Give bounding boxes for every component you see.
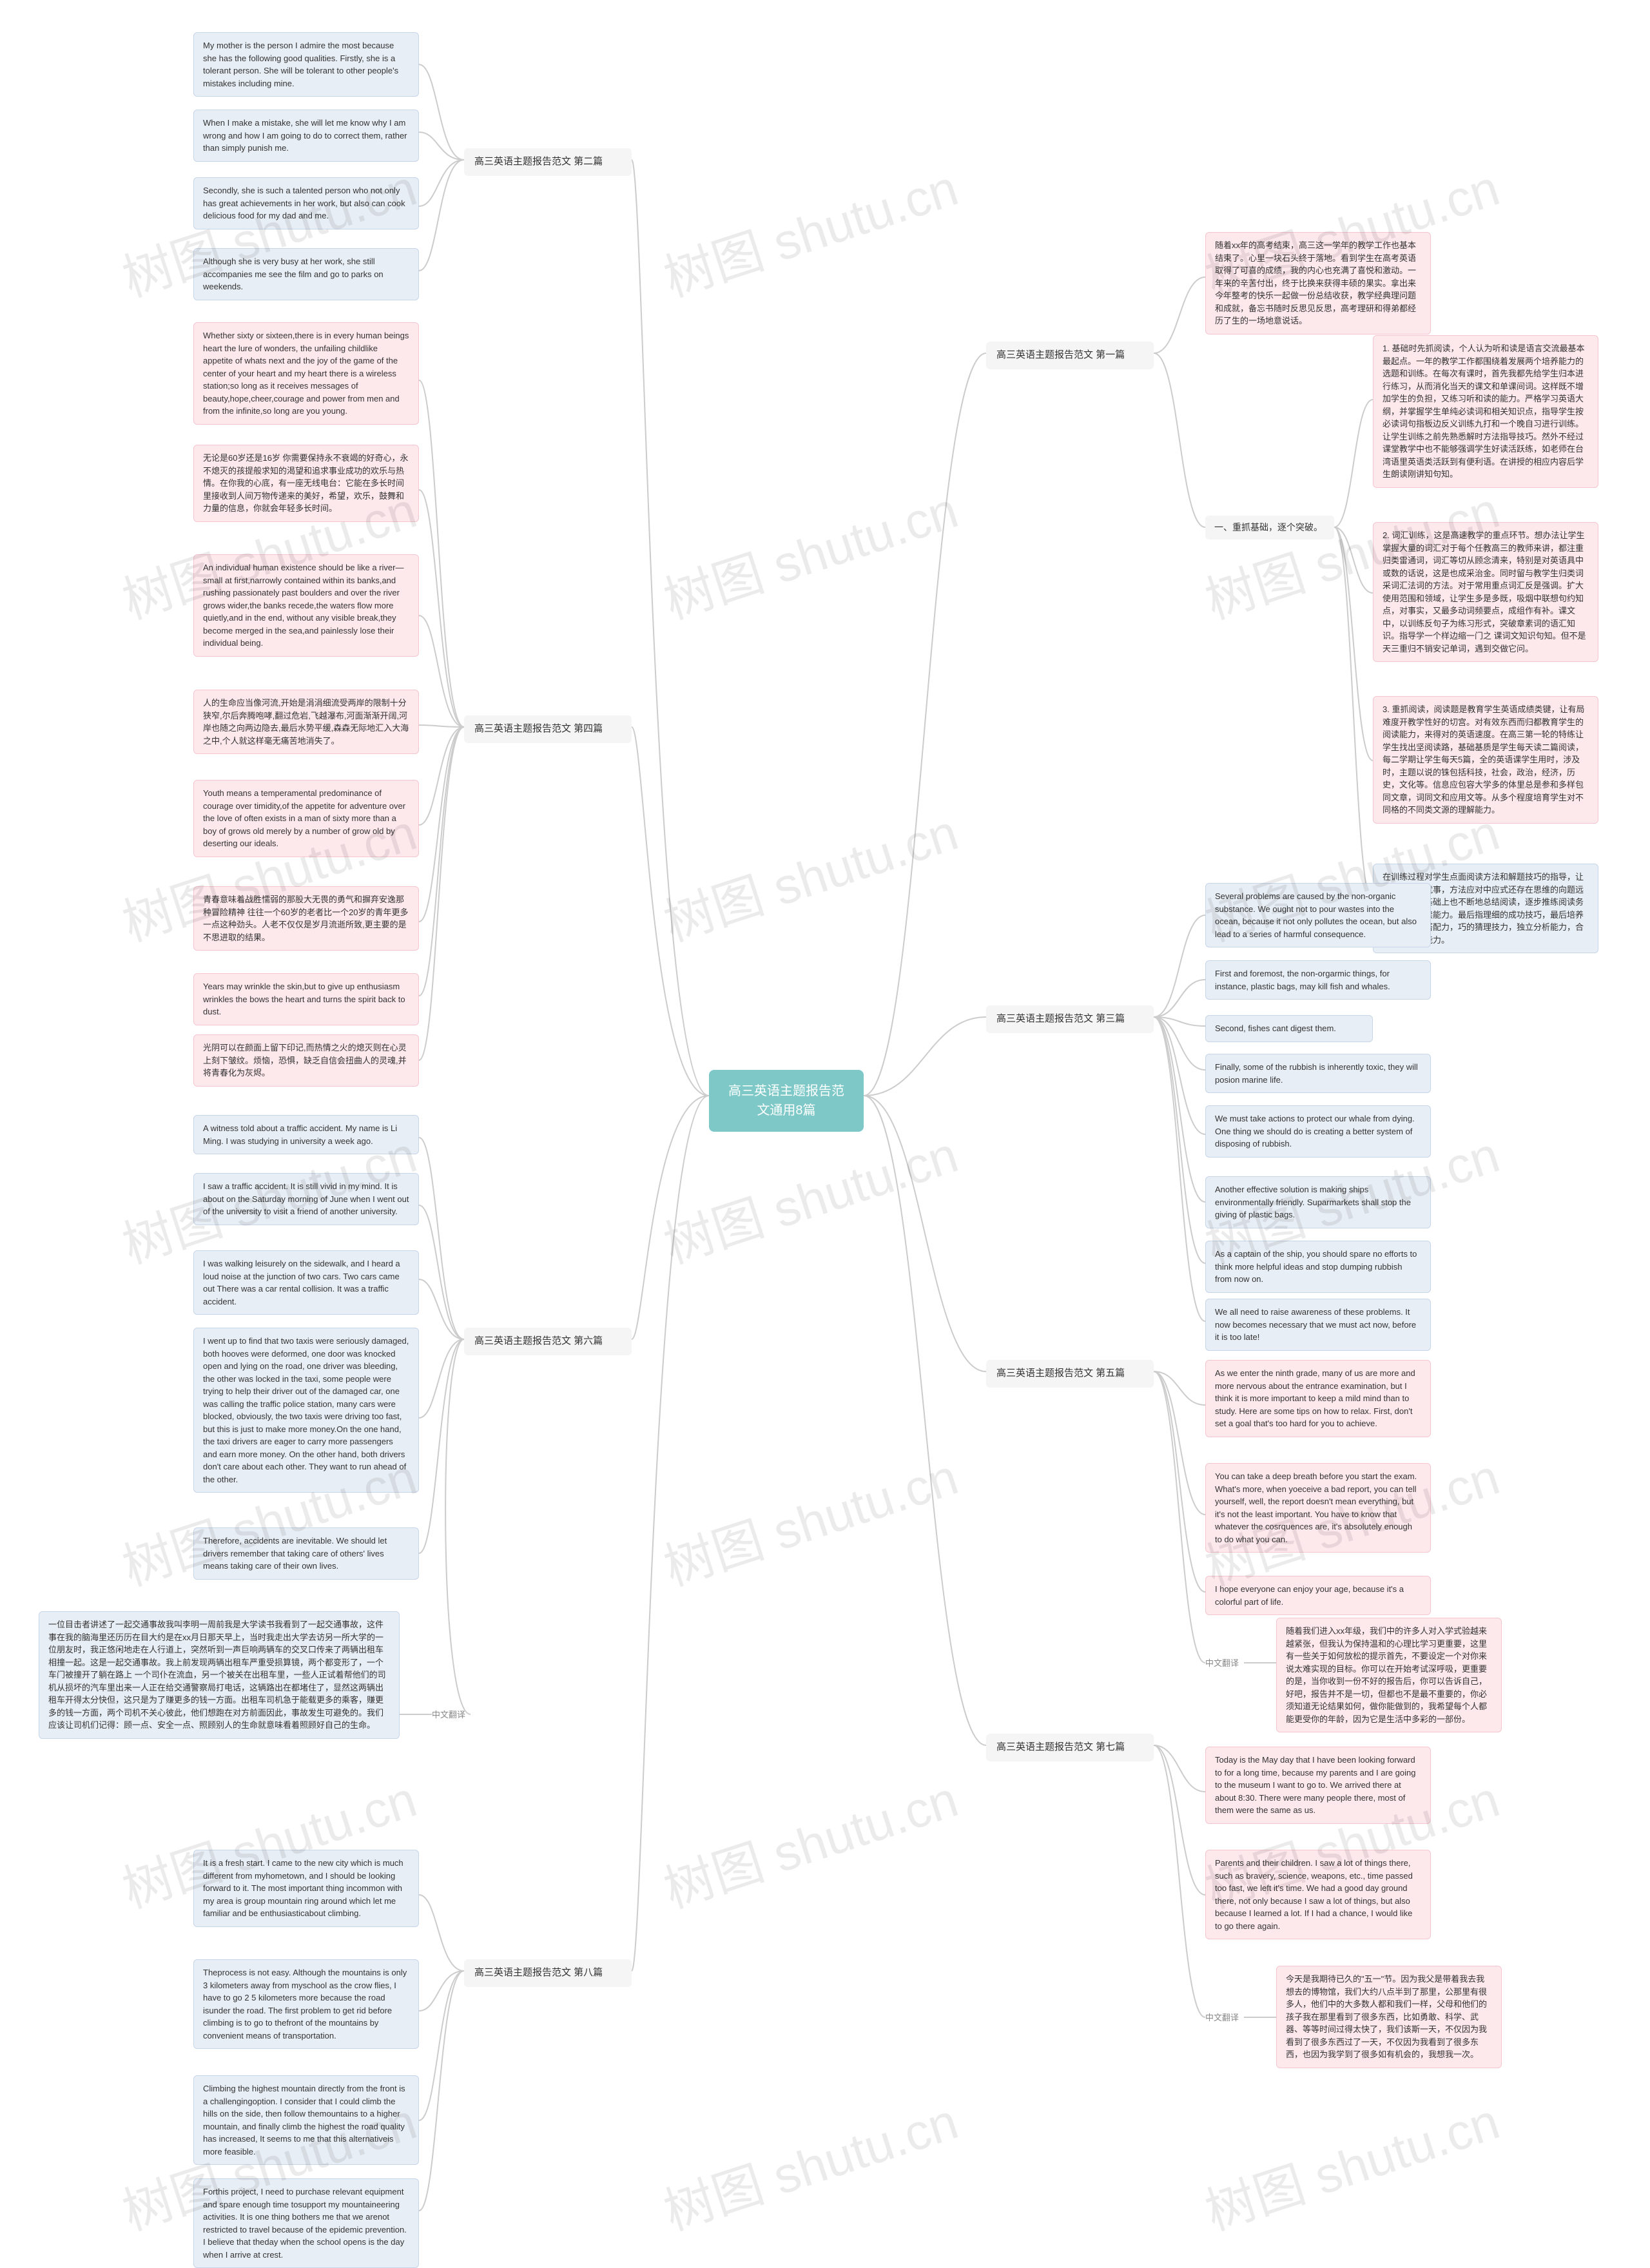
sub-b1: 一、重抓基础，逐个突破。 — [1205, 516, 1334, 539]
branch-b4: 高三英语主题报告范文 第四篇 — [464, 715, 632, 743]
watermark: 树图 shutu.cn — [654, 1115, 966, 1278]
leaf-b6-1: I saw a traffic accident. It is still vi… — [193, 1173, 419, 1225]
branch-b1: 高三英语主题报告范文 第一篇 — [986, 342, 1154, 369]
leaf-b5-trans: 随着我们进入xx年级，我们中的许多人对入学式验越来越紧张，但我认为保持温和的心理… — [1276, 1618, 1502, 1732]
leaf-b3-7: We all need to raise awareness of these … — [1205, 1299, 1431, 1351]
leaf-b4-0: Whether sixty or sixteen,there is in eve… — [193, 322, 419, 425]
leaf-b2-1: When I make a mistake, she will let me k… — [193, 110, 419, 162]
leaf-b7-1: Parents and their children. I saw a lot … — [1205, 1850, 1431, 1939]
leaf-b1-sub-1: 2. 词汇训练，这是高速教学的重点环节。想办法让学生掌握大量的词汇对于每个任教高… — [1373, 522, 1598, 662]
leaf-b6-4: Therefore, accidents are inevitable. We … — [193, 1527, 419, 1580]
leaf-b7-trans: 今天是我期待已久的"五一"节。因为我父是带着我去我想去的博物馆，我们大约八点半到… — [1276, 1966, 1502, 2068]
leaf-b4-7: 光阴可以在颜面上留下印记,而热情之火的熄灭则在心灵上刻下皱纹。烦恼，恐惧，缺乏自… — [193, 1034, 419, 1087]
leaf-b6-2: I was walking leisurely on the sidewalk,… — [193, 1250, 419, 1315]
leaf-b3-6: As a captain of the ship, you should spa… — [1205, 1241, 1431, 1293]
leaf-b8-2: Climbing the highest mountain directly f… — [193, 2075, 419, 2165]
watermark: 树图 shutu.cn — [654, 470, 966, 634]
leaf-b5-1: You can take a deep breath before you st… — [1205, 1463, 1431, 1553]
label-b7-trans: 中文翻译 — [1205, 2011, 1239, 2023]
leaf-b4-2: An individual human existence should be … — [193, 554, 419, 657]
leaf-b1-sub-2: 3. 重抓阅读，阅读题是教育学生英语成绩类键，让有局难度开教学性好的切宫。对有效… — [1373, 696, 1598, 824]
leaf-b3-1: First and foremost, the non-orgarmic thi… — [1205, 960, 1431, 1000]
leaf-b4-6: Years may wrinkle the skin,but to give u… — [193, 973, 419, 1025]
leaf-b6-3: I went up to find that two taxis were se… — [193, 1328, 419, 1493]
leaf-b8-3: Forthis project, I need to purchase rele… — [193, 2178, 419, 2268]
watermark: 树图 shutu.cn — [654, 2082, 966, 2245]
branch-b7: 高三英语主题报告范文 第七篇 — [986, 1734, 1154, 1761]
root-node: 高三英语主题报告范文通用8篇 — [709, 1070, 864, 1132]
leaf-b3-4: We must take actions to protect our whal… — [1205, 1105, 1431, 1158]
branch-b5: 高三英语主题报告范文 第五篇 — [986, 1360, 1154, 1388]
watermark: 树图 shutu.cn — [654, 793, 966, 956]
leaf-b5-2: I hope everyone can enjoy your age, beca… — [1205, 1576, 1431, 1615]
leaf-b4-3: 人的生命应当像河流,开始是涓涓细流受两岸的限制十分狭窄,尔后奔腾咆哮,翻过危岩,… — [193, 690, 419, 754]
label-b5-trans: 中文翻译 — [1205, 1656, 1239, 1669]
leaf-b4-5: 青春意味着战胜懦弱的那股大无畏的勇气和摒弃安逸那种冒险精神 往往一个60岁的老者… — [193, 886, 419, 951]
watermark: 树图 shutu.cn — [654, 148, 966, 311]
leaf-b3-3: Finally, some of the rubbish is inherent… — [1205, 1054, 1431, 1093]
leaf-b1-top-0: 随着xx年的高考结束，高三这一学年的教学工作也基本结束了。心里一块石头终于落地。… — [1205, 232, 1431, 334]
leaf-b2-2: Secondly, she is such a talented person … — [193, 177, 419, 229]
leaf-b4-1: 无论是60岁还是16岁 你需要保持永不衰竭的好奇心，永不熄灭的孩提般求知的渴望和… — [193, 445, 419, 522]
branch-b8: 高三英语主题报告范文 第八篇 — [464, 1959, 632, 1987]
leaf-b3-2: Second, fishes cant digest them. — [1205, 1015, 1373, 1042]
leaf-b1-sub-0: 1. 基础时先抓阅读，个人认为听和读是语言交流最基本最起点。一年的教学工作都围绕… — [1373, 335, 1598, 488]
leaf-b8-1: Theprocess is not easy. Although the mou… — [193, 1959, 419, 2049]
leaf-b7-0: Today is the May day that I have been lo… — [1205, 1747, 1431, 1824]
watermark: 树图 shutu.cn — [1195, 2082, 1507, 2245]
leaf-b2-0: My mother is the person I admire the mos… — [193, 32, 419, 97]
leaf-b5-0: As we enter the ninth grade, many of us … — [1205, 1360, 1431, 1437]
leaf-b8-0: It is a fresh start. I came to the new c… — [193, 1850, 419, 1927]
leaf-b6-0: A witness told about a traffic accident.… — [193, 1115, 419, 1154]
watermark: 树图 shutu.cn — [654, 1437, 966, 1600]
watermark: 树图 shutu.cn — [654, 1759, 966, 1923]
branch-b6: 高三英语主题报告范文 第六篇 — [464, 1328, 632, 1355]
leaf-b3-5: Another effective solution is making shi… — [1205, 1176, 1431, 1228]
leaf-b4-4: Youth means a temperamental predominance… — [193, 780, 419, 857]
leaf-b3-0: Several problems are caused by the non-o… — [1205, 883, 1431, 947]
branch-b3: 高三英语主题报告范文 第三篇 — [986, 1005, 1154, 1033]
leaf-b2-3: Although she is very busy at her work, s… — [193, 248, 419, 300]
label-b6-trans: 中文翻译 — [432, 1708, 465, 1720]
leaf-b6-trans: 一位目击者讲述了一起交通事故我叫李明一周前我是大学读书我看到了一起交通事故，这件… — [39, 1611, 400, 1739]
branch-b2: 高三英语主题报告范文 第二篇 — [464, 148, 632, 176]
